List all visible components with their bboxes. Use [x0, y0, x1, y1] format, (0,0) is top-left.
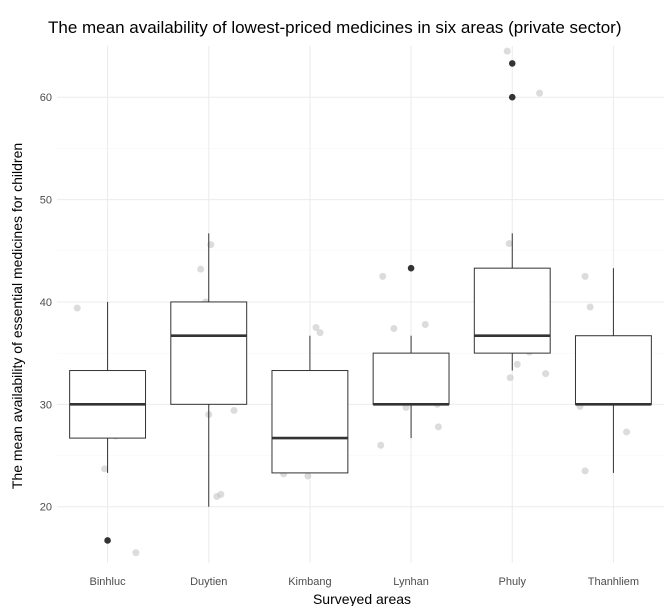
y-tick-label: 60: [40, 92, 52, 104]
outlier-point: [508, 93, 516, 101]
jitter-point: [623, 428, 631, 436]
outlier-point: [508, 60, 516, 67]
jitter-point: [390, 325, 398, 333]
x-tick-label: Thanhliem: [588, 576, 639, 588]
jitter-point: [506, 374, 514, 382]
x-tick-label: Kimbang: [288, 576, 331, 588]
y-axis-title: The mean availability of essential medic…: [9, 143, 25, 489]
jitter-point: [217, 490, 225, 498]
box-kimbang: [271, 335, 349, 474]
jitter-point: [197, 265, 205, 273]
jitter-point: [132, 549, 140, 557]
jitter-point: [421, 320, 429, 328]
y-tick-label: 40: [40, 297, 52, 309]
jitter-point: [586, 303, 594, 311]
x-tick-label: Phuly: [498, 576, 526, 588]
x-tick-label: Lynhan: [393, 576, 429, 588]
jitter-point: [304, 472, 312, 480]
box-phuly: [473, 60, 551, 371]
jitter-point: [434, 423, 442, 431]
iqr-box: [170, 301, 248, 405]
y-axis-ticks: 20 30 40 50 60: [40, 92, 52, 514]
jitter-point: [503, 47, 511, 55]
y-tick-label: 30: [40, 399, 52, 411]
x-axis-ticks: Binhluc Duytien Kimbang Lynhan Phuly Thanhlie…: [90, 576, 640, 588]
jitter-point: [101, 465, 109, 473]
y-tick-label: 20: [40, 502, 52, 514]
jitter-point: [402, 403, 410, 411]
x-axis-title: Surveyed areas: [313, 591, 411, 606]
x-tick-label: Duytien: [190, 576, 227, 588]
box-thanhliem: [574, 268, 652, 473]
box-lynhan: [372, 264, 450, 439]
box-duytien: [170, 233, 248, 507]
outlier-point: [407, 264, 415, 272]
grid-lines: [57, 46, 664, 563]
y-tick-label: 50: [40, 195, 52, 207]
iqr-box: [372, 352, 450, 405]
jitter-point: [312, 324, 320, 332]
jitter-point: [581, 272, 589, 280]
jitter-point: [316, 329, 324, 337]
jitter-point: [536, 89, 544, 97]
iqr-box: [271, 370, 349, 474]
box-binhluc: [69, 301, 147, 544]
jitter-point: [230, 406, 238, 414]
jitter-point: [505, 240, 513, 248]
chart-title: The mean availability of lowest-priced m…: [48, 18, 622, 37]
jitter-point: [581, 467, 589, 475]
jitter-point: [379, 272, 387, 280]
iqr-box: [574, 335, 652, 405]
iqr-box: [473, 267, 551, 354]
jitter-point: [542, 370, 550, 378]
x-tick-label: Binhluc: [90, 576, 127, 588]
outlier-point: [104, 537, 111, 544]
jitter-point: [513, 360, 521, 368]
box-series: [69, 60, 652, 544]
jitter-point: [73, 304, 81, 312]
jitter-point: [377, 441, 385, 449]
